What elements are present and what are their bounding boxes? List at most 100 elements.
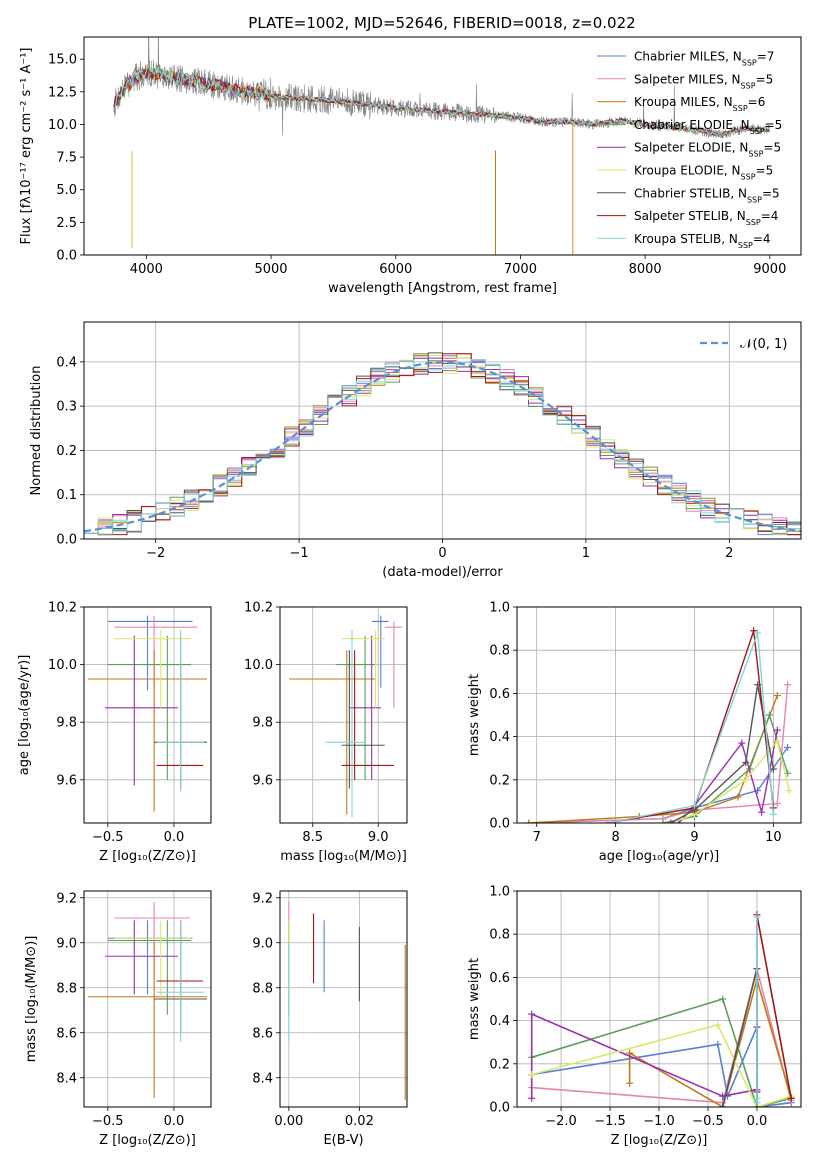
x-tick-label: −1 — [290, 546, 309, 561]
y-axis-label: mass [log₁₀(M/M⊙)] — [24, 936, 39, 1063]
y-tick-label: 10.2 — [48, 601, 77, 616]
axes-frame — [279, 890, 408, 1108]
errorbar-point-kroupa-elodie — [341, 630, 385, 708]
errorbar-point-kroupa-elodie — [114, 630, 192, 708]
legend-label: Kroupa MILES, NSSP=6 — [634, 95, 765, 113]
axes-frame — [516, 606, 802, 824]
legend-label: Salpeter ELODIE, NSSP=5 — [634, 141, 781, 159]
x-axis-label: age [log₁₀(age/yr)] — [599, 849, 720, 864]
z-mass-axes: −0.5 0.0 8.4 8.6 8.8 9.0 9.2 Z [log₁₀(Z/Z⊙)] mas… — [24, 890, 212, 1148]
errorbar-point-kroupa-miles — [289, 650, 376, 815]
residual-histogram-kroupa-stelib — [84, 359, 801, 539]
x-axis-label: E(B-V) — [323, 1133, 363, 1148]
axes-frame — [83, 36, 802, 256]
y-tick-label: 8.4 — [56, 1071, 77, 1086]
y-tick-label: 0.1 — [56, 488, 77, 503]
errorbar-point-salpeter-elodie — [105, 920, 178, 995]
weight-series-salpeter-stelib — [604, 627, 777, 823]
errorbar-point-kroupa-elodie — [114, 920, 192, 999]
x-tick-label: 6000 — [379, 262, 412, 277]
axes-frame — [279, 606, 408, 824]
model-spectrum-kroupa-stelib — [113, 65, 770, 138]
ebv-mass-axes: 0.00 0.02 8.4 8.6 8.8 9.0 9.2 E(B-V) — [252, 890, 408, 1148]
x-tick-label: −0.5 — [692, 1114, 724, 1129]
weight-line — [607, 632, 775, 823]
x-tick-label: −2 — [146, 546, 165, 561]
errorbar-point-kroupa-stelib — [156, 630, 205, 792]
y-tick-label: 8.8 — [252, 981, 273, 996]
y-tick-label: 9.8 — [56, 716, 77, 731]
x-axis-label: wavelength [Angstrom, rest frame] — [328, 281, 557, 296]
y-tick-label: 9.8 — [252, 716, 273, 731]
spectrum-legend: Chabrier MILES, NSSP=7 Salpeter MILES, NS… — [597, 50, 782, 250]
legend-label: Salpeter STELIB, NSSP=4 — [634, 209, 778, 227]
y-tick-label: 12.5 — [48, 85, 77, 100]
y-tick-label: 0.6 — [489, 971, 510, 986]
y-tick-label: 10.0 — [48, 658, 77, 673]
plot-area — [289, 615, 402, 818]
y-tick-label: 0.8 — [489, 928, 510, 943]
plot-area — [525, 627, 793, 823]
weight-series-kroupa-stelib — [753, 913, 761, 1107]
errorbar-point-kroupa-miles — [87, 650, 208, 812]
y-tick-label: 1.0 — [489, 601, 510, 616]
weight-series-kroupa-elodie — [667, 737, 793, 823]
x-tick-label: 0.02 — [345, 1114, 374, 1129]
mass-age-axes: 8.5 9.0 9.6 9.8 10.0 10.2 mass [log₁₀(M/M⊙)] — [244, 601, 408, 864]
y-axis-label: mass weight — [467, 674, 482, 756]
plot-area — [528, 911, 795, 1107]
legend-label: Kroupa STELIB, NSSP=4 — [634, 232, 771, 250]
residuals-axes: −2 −1 0 1 2 0.0 0.1 0.2 0.3 0.4 (data-model)/error… — [29, 321, 802, 580]
y-tick-label: 0.0 — [489, 817, 510, 832]
x-tick-label: 9 — [690, 830, 698, 845]
errorbar-point-salpeter-stelib — [341, 650, 394, 780]
plot-area — [113, 37, 770, 255]
y-tick-label: 8.6 — [252, 1026, 273, 1041]
legend-label: Salpeter MILES, NSSP=5 — [634, 72, 773, 90]
legend-label: Chabrier ELODIE, NSSP=5 — [634, 118, 782, 136]
x-tick-label: 8000 — [629, 262, 662, 277]
y-tick-label: 0.0 — [489, 1101, 510, 1116]
x-tick-label: 2 — [725, 546, 733, 561]
y-tick-label: 0.0 — [56, 249, 77, 264]
y-tick-label: 8.4 — [252, 1071, 273, 1086]
weight-series-kroupa-elodie — [528, 1021, 795, 1107]
x-tick-label: 8.5 — [302, 830, 323, 845]
y-tick-label: 9.0 — [56, 936, 77, 951]
spectrum-title: PLATE=1002, MJD=52646, FIBERID=0018, z=0… — [248, 14, 635, 32]
y-axis-label: mass weight — [467, 958, 482, 1040]
errorbar-point-kroupa-stelib — [325, 630, 366, 818]
z-age-axes: −0.5 0.0 9.6 9.8 10.0 10.2 Z [log₁₀(Z/Z⊙)] age … — [17, 601, 212, 864]
plot-area — [87, 902, 208, 1098]
y-tick-label: 0.2 — [489, 773, 510, 788]
errorbar-point-salpeter-elodie — [105, 635, 178, 786]
weight-line — [628, 978, 792, 1107]
y-tick-label: 10.0 — [244, 658, 273, 673]
axes-frame — [83, 890, 212, 1108]
residual-histogram-salpeter-stelib — [84, 353, 801, 539]
errorbar-point-chabrier-miles — [371, 615, 389, 688]
axes-frame — [83, 606, 212, 824]
y-tick-label: 15.0 — [48, 53, 77, 68]
weight-line — [607, 630, 775, 823]
x-axis-label: Z [log₁₀(Z/Z⊙)] — [99, 849, 196, 864]
x-tick-label: 0.0 — [164, 830, 185, 845]
y-tick-label: 0.2 — [489, 1057, 510, 1072]
x-tick-label: 0.0 — [747, 1114, 768, 1129]
x-tick-label: 9.0 — [368, 830, 389, 845]
weight-series-kroupa-stelib — [604, 629, 777, 823]
x-tick-label: −1.5 — [594, 1114, 626, 1129]
y-axis-label: age [log₁₀(age/yr)] — [17, 655, 32, 776]
x-tick-label: 9000 — [753, 262, 786, 277]
x-tick-label: −1.0 — [643, 1114, 675, 1129]
y-tick-label: 0.6 — [489, 687, 510, 702]
y-tick-label: 0.8 — [489, 644, 510, 659]
spectrum-axes: 4000 5000 6000 7000 8000 9000 0.0 2.5 5.0 7.5 10.0… — [19, 36, 802, 296]
y-tick-label: 9.2 — [252, 891, 273, 906]
y-tick-label: 0.0 — [56, 533, 77, 548]
x-tick-label: 0 — [438, 546, 446, 561]
weight-line — [531, 998, 792, 1107]
x-tick-label: −0.5 — [92, 830, 124, 845]
plot-area — [84, 352, 801, 539]
